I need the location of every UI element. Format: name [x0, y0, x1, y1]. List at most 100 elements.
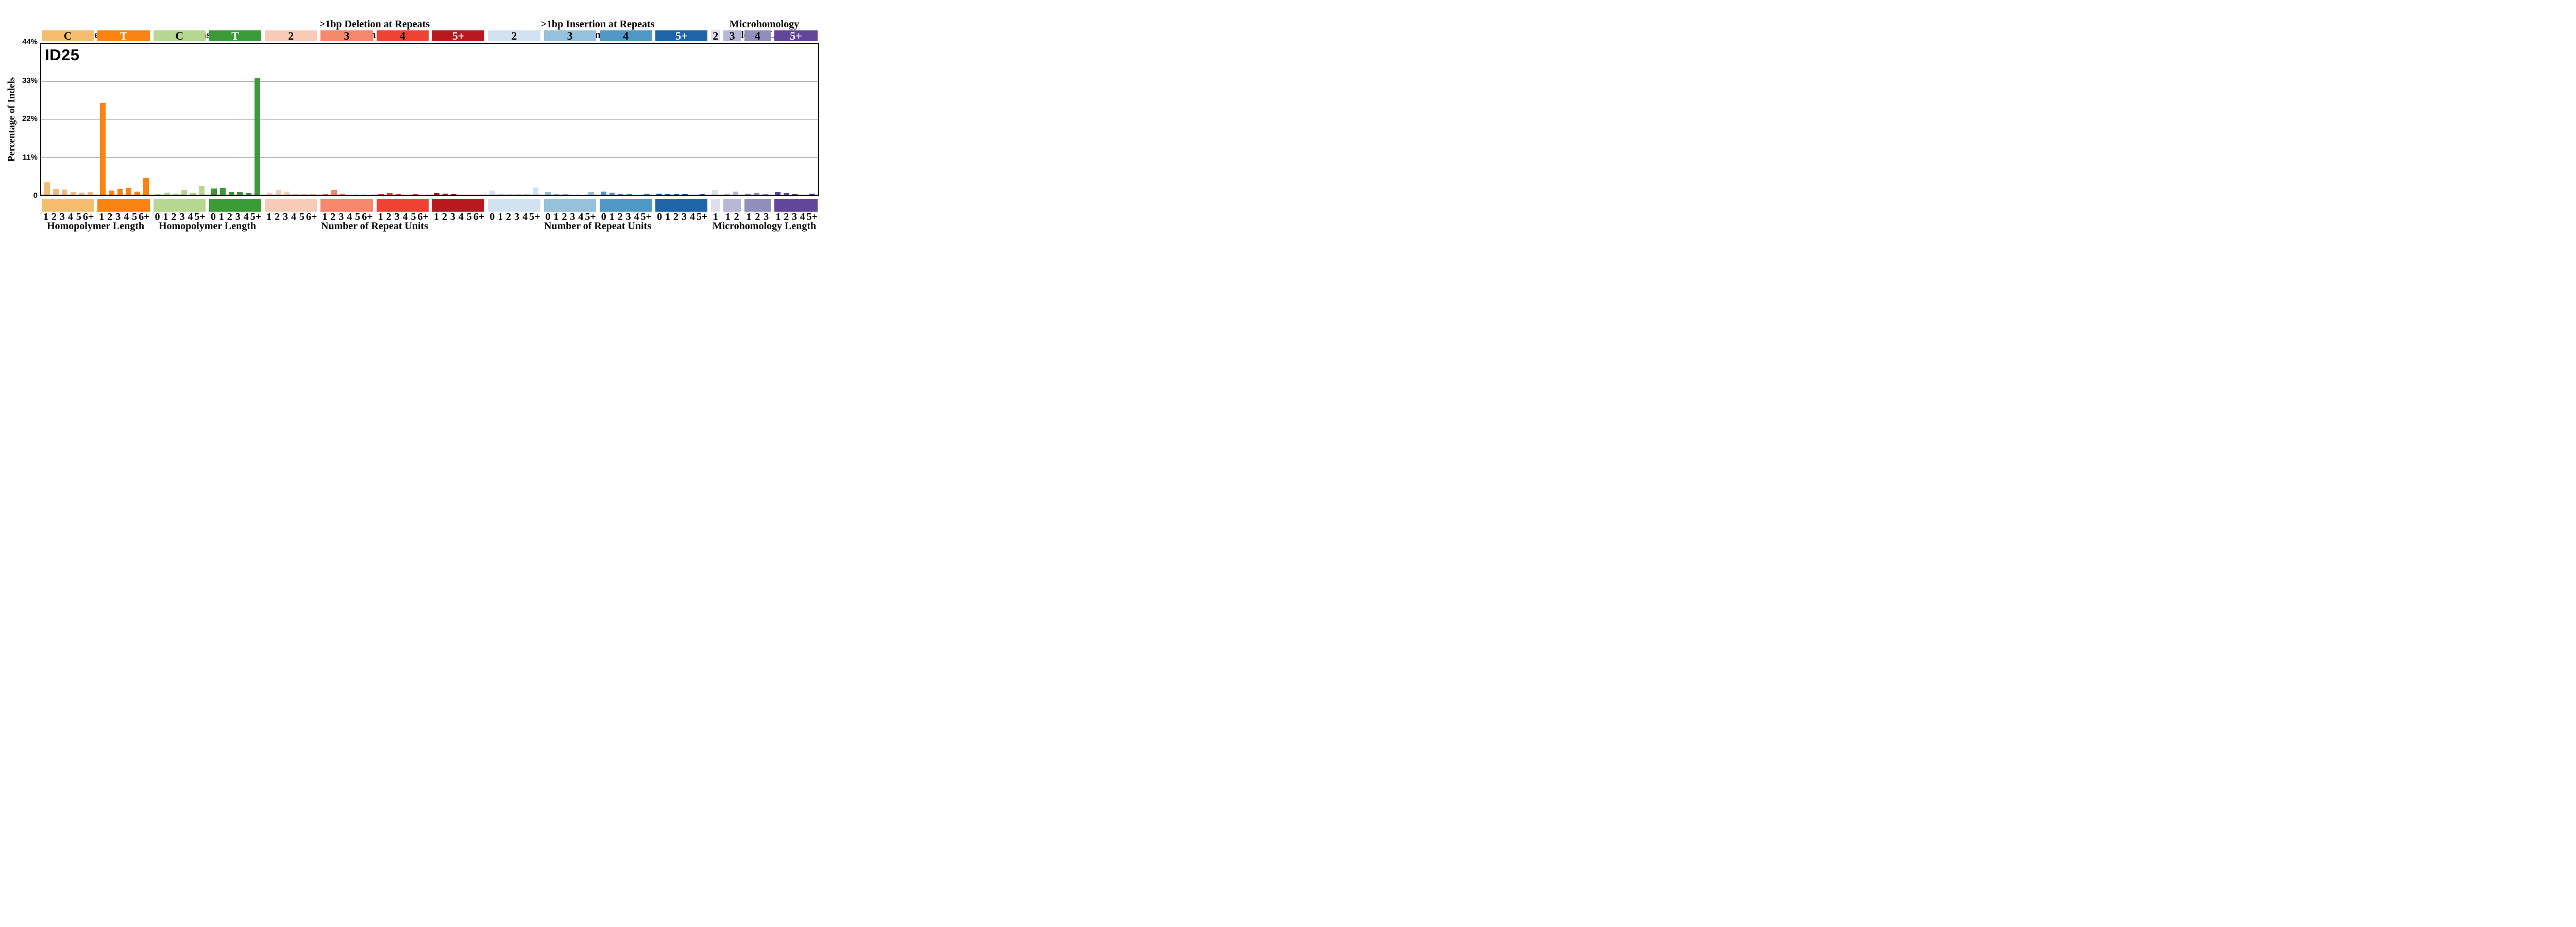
- plot-area: ID25: [40, 43, 819, 196]
- bar-1bp-insertion-T-1: [219, 187, 226, 195]
- x-tick-label: 6+: [82, 211, 94, 222]
- x-tick-label: 0: [155, 211, 160, 222]
- bar-slot: [552, 44, 561, 195]
- bar-slot: [227, 44, 236, 195]
- bar-slot: [599, 44, 608, 195]
- bar-slot: [761, 44, 770, 195]
- x-tick-label: 0: [210, 211, 216, 222]
- x-tick-label: 0: [601, 211, 606, 222]
- bars-insertion-repeats-len3: [544, 44, 596, 195]
- bar-microhomology-len3-2: [733, 191, 739, 195]
- bar-slot: [799, 44, 808, 195]
- bar-deletion-repeats-len2-4: [293, 194, 299, 195]
- bar-slot: [77, 44, 86, 195]
- bar-deletion-repeats-len5plus-3: [451, 194, 457, 195]
- x-tick-label: 4: [124, 211, 129, 222]
- x-tick-label: 5: [355, 211, 361, 222]
- bars-1bp-deletion-T: [98, 44, 150, 195]
- bar-slot: [52, 44, 60, 195]
- bar-deletion-repeats-len2-3: [284, 192, 290, 195]
- x-tick-label: 1: [665, 211, 671, 222]
- x-tick-label: 0: [489, 211, 495, 222]
- y-tick-33pct: 33%: [22, 76, 38, 85]
- x-tick-label: 3: [450, 211, 455, 222]
- y-tick-0: 0: [33, 191, 38, 200]
- bar-slot: [450, 44, 459, 195]
- x-tick-label: 6+: [139, 211, 150, 222]
- x-tick-label: 1: [553, 211, 559, 222]
- x-tick-label: 4: [243, 211, 249, 222]
- bar-insertion-repeats-len2-3: [515, 194, 521, 195]
- bar-slot: [790, 44, 799, 195]
- bar-slot: [432, 44, 441, 195]
- gridline-22pct: [41, 119, 818, 120]
- bar-microhomology-len5plus-1: [774, 192, 781, 195]
- ticks-deletion-repeats-len3: 1 2 3 4 5 6+: [320, 211, 372, 222]
- x-tick-label: 2: [386, 211, 392, 222]
- bar-slot: [441, 44, 450, 195]
- ticks-microhomology-len5plus: 1 2 3 4 5+: [774, 211, 818, 222]
- ticks-microhomology-len2: 1: [711, 211, 720, 222]
- bar-slot: [561, 44, 570, 195]
- x-tick-label: 4: [291, 211, 297, 222]
- ticks-deletion-repeats-len2: 1 2 3 4 5 6+: [265, 211, 317, 222]
- top-color-strip-row: C T C T 2 3 4 5+ 2 3 4 5+ 2 3 4 5+: [40, 30, 819, 42]
- x-tick-label: 2: [617, 211, 623, 222]
- bar-insertion-repeats-len5plus-3: [682, 194, 688, 195]
- x-tick-label: 4: [67, 211, 73, 222]
- bars-1bp-deletion-C: [43, 44, 95, 195]
- x-tick-label: 2: [734, 211, 739, 222]
- bar-insertion-repeats-len3-0: [545, 192, 551, 195]
- x-tick-label: 2: [227, 211, 232, 222]
- x-tick-label: 0: [657, 211, 663, 222]
- group-bottom-label: Homopolymer Length: [46, 220, 145, 232]
- strip-1bp-insertion-C: C: [153, 30, 206, 42]
- x-tick-label: 1: [725, 211, 731, 222]
- bar-insertion-repeats-len3-5+: [588, 192, 594, 195]
- group-bottom-label: Microhomology Length: [712, 220, 817, 232]
- bar-deletion-repeats-len3-3: [340, 194, 346, 195]
- bar-slot: [98, 44, 107, 195]
- bar-slot: [133, 44, 142, 195]
- bar-slot: [300, 44, 309, 195]
- bar-slot: [377, 44, 385, 195]
- strip-microhomology-len2: 2: [711, 30, 720, 42]
- bar-deletion-repeats-len2-6+: [310, 194, 316, 195]
- group-bottom-label: Number of Repeat Units: [321, 220, 428, 232]
- x-tick-label: 3: [394, 211, 400, 222]
- bar-slot: [710, 44, 719, 195]
- x-tick-label: 2: [51, 211, 57, 222]
- x-tick-label: 3: [179, 211, 185, 222]
- x-tick-label: 3: [59, 211, 65, 222]
- bar-slot: [107, 44, 116, 195]
- bottom-strip-insertion-repeats-len5plus: [655, 199, 708, 212]
- strip-1bp-deletion-T: T: [97, 30, 150, 42]
- bar-slot: [402, 44, 411, 195]
- bar-slot: [420, 44, 429, 195]
- x-tick-label: 5+: [640, 211, 652, 222]
- ticks-1bp-deletion-C: 1 2 3 4 5 6+: [42, 211, 94, 222]
- bottom-strip-deletion-repeats-len5plus: [432, 199, 485, 212]
- x-tick-label: 1: [43, 211, 48, 222]
- bars-microhomology-len4: [743, 44, 770, 195]
- bar-deletion-repeats-len5plus-2: [442, 194, 448, 195]
- bar-slot: [265, 44, 274, 195]
- x-tick-label: 6+: [473, 211, 485, 222]
- x-tick-label: 2: [755, 211, 760, 222]
- x-tick-label: 3: [514, 211, 520, 222]
- x-tick-label: 4: [634, 211, 639, 222]
- bar-deletion-repeats-len4-3: [395, 194, 401, 195]
- bottom-strip-microhomology-len5plus: [774, 199, 818, 212]
- x-tick-label: 4: [800, 211, 805, 222]
- x-tick-label: 2: [784, 211, 789, 222]
- bar-slot: [522, 44, 531, 195]
- bar-1bp-insertion-C-3: [181, 190, 188, 195]
- bar-slot: [672, 44, 681, 195]
- bar-insertion-repeats-len3-2: [562, 194, 568, 195]
- x-tick-label: 4: [689, 211, 695, 222]
- ticks-deletion-repeats-len4: 1 2 3 4 5 6+: [377, 211, 429, 222]
- x-axis-tick-labels: 1 2 3 4 5 6+ 1 2 3 4 5 6+ 0 1 2 3 4 5+ 0 1 2 3 4 5+ 1 2 3 4 5 6+ 1 2 3 4 5…: [40, 211, 819, 222]
- bars-deletion-repeats-len4: [377, 44, 429, 195]
- bar-insertion-repeats-len2-5+: [533, 187, 538, 195]
- x-tick-label: 5: [132, 211, 138, 222]
